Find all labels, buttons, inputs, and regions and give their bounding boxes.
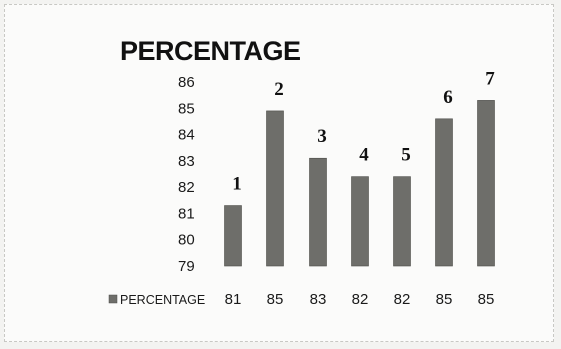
bar-category-label: 1 — [232, 174, 242, 195]
bar — [351, 176, 369, 267]
y-tick-label: 86 — [178, 74, 195, 91]
y-tick-label: 84 — [178, 127, 195, 144]
bar — [309, 157, 327, 267]
data-table-value: 83 — [310, 291, 327, 308]
data-table-value: 85 — [478, 291, 495, 308]
legend-label: PERCENTAGE — [120, 293, 205, 307]
bar — [477, 100, 495, 267]
bar — [435, 118, 453, 267]
data-table-value: 85 — [267, 291, 284, 308]
y-tick-label: 82 — [178, 179, 195, 196]
bar — [266, 110, 284, 267]
data-table-value: 81 — [225, 291, 242, 308]
bar-category-label: 6 — [443, 87, 453, 108]
bar-category-label: 7 — [485, 68, 495, 89]
bar-category-label: 3 — [317, 126, 327, 147]
y-tick-label: 81 — [178, 205, 195, 222]
y-tick-label: 79 — [178, 258, 195, 275]
y-tick-label: 80 — [178, 232, 195, 249]
bar-category-label: 5 — [401, 145, 411, 166]
bar-category-label: 2 — [274, 79, 284, 100]
data-table-value: 82 — [394, 291, 411, 308]
data-table-value: 85 — [436, 291, 453, 308]
bar-category-label: 4 — [359, 145, 369, 166]
legend-swatch — [108, 294, 118, 304]
y-tick-label: 85 — [178, 100, 195, 117]
bar — [224, 205, 242, 267]
y-tick-label: 83 — [178, 153, 195, 170]
data-table-value: 82 — [352, 291, 369, 308]
bar — [393, 176, 411, 267]
chart-title: PERCENTAGE — [120, 36, 301, 66]
